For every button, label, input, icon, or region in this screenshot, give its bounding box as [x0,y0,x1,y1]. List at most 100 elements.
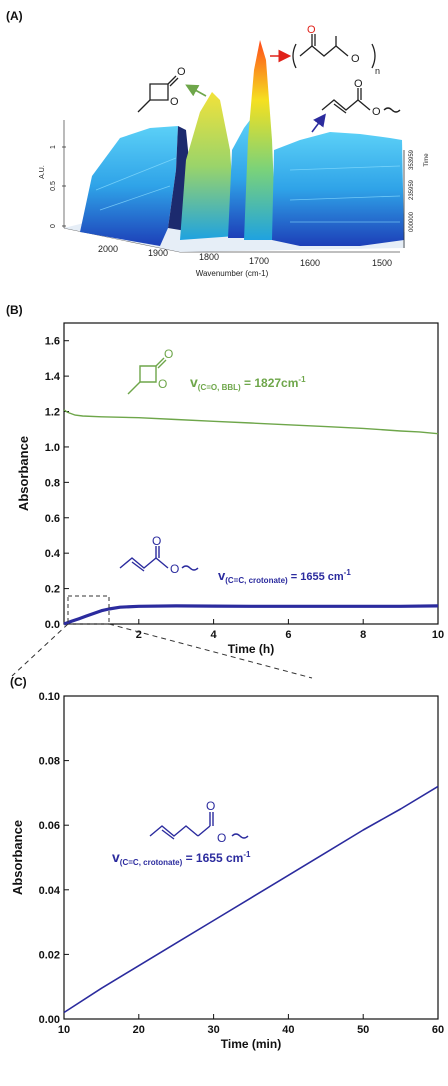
y-axis-label: Absorbance [16,436,31,511]
y-tick-label: 0.8 [45,477,60,489]
arrow-to-bbl [185,84,207,97]
z-axis-label: A.U. [39,165,46,179]
series-line [63,785,439,1014]
time-axis: 000000 235959 353959 Time [403,149,430,248]
z-tick-label: 1 [50,145,57,149]
zoom-line-left [11,623,69,677]
y-tick-label: 1.6 [45,336,60,348]
polymer-carbonyl-o: O [307,24,316,36]
panel-c-label: (C) [10,675,27,689]
y-tick-label: 1.0 [45,442,60,454]
bbl-annotation: v(C=O, BBL) = 1827cm-1 [190,374,306,392]
crotonate-annotation-b: v(C=C, crotonate) = 1655 cm-1 [218,568,351,585]
arrow-to-crotonate [311,113,326,133]
z-tick-label: 0.5 [50,181,57,191]
crotonate-annotation-c: v(C=C, crotonate) = 1655 cm-1 [112,849,251,867]
chart-c: 0.00 0.02 0.04 0.06 0.08 0.10 10 20 30 40 50 60 Time… [10,691,444,1051]
crotonate-c-prefix: v [112,849,120,865]
x-tick-label: 8 [360,629,366,641]
bbl-ring-o: O [170,96,179,108]
crotonate-b-sub: (C=C, crotonate) [225,576,288,585]
crotonate-b-carbonyl-o: O [152,534,161,548]
bbl-annotation-value: = 1827cm [241,376,299,390]
y-axis-label: Absorbance [10,820,25,895]
wavenumber-tick: 1500 [372,258,392,268]
y-tick-label: 0.4 [45,548,61,560]
z-tick-label: 0 [50,224,57,228]
x-tick-label: 10 [58,1024,70,1036]
bbl-annotation-sub: (C=O, BBL) [198,383,241,392]
x-tick-label: 4 [211,629,218,641]
surface-right-blue [272,132,404,246]
wavenumber-tick: 2000 [98,244,118,254]
crotonate-c-ester-o: O [217,831,226,845]
wavenumber-tick: 1600 [300,258,320,268]
crotonate-molecule-a: O O [321,78,401,118]
time-axis-label: Time [424,153,430,167]
x-tick-label: 30 [207,1024,219,1036]
series-line [63,409,439,435]
y-tick-label: 1.2 [45,407,60,419]
crotonate-c-value: = 1655 cm [182,851,243,865]
panel-b-label: (B) [6,303,23,317]
surface-bbl-peak [180,92,236,240]
x-axis-label: Time (min) [221,1037,281,1051]
chart-b: 0.0 0.2 0.4 0.6 0.8 1.0 1.2 1.4 1.6 2 4 6 8 10 Time (h… [16,322,444,656]
polymer-ester-o: O [351,53,360,65]
y-tick-label: 0.02 [39,949,60,961]
y-tick-label: 0.00 [39,1014,60,1026]
plot-frame [63,695,439,1020]
panel-a-label: (A) [6,9,23,23]
time-tick: 000000 [409,211,415,232]
bbl-molecule-b: O O [127,347,173,395]
plot-frame [63,322,439,625]
polymer-subscript-n: n [375,66,380,76]
bbl-carbonyl-o: O [177,66,186,78]
x-tick-label: 2 [136,629,142,641]
bbl-b-ring-o: O [158,377,167,391]
crotonate-carbonyl-o: O [354,78,363,90]
crotonate-molecule-c: O O [149,799,249,845]
x-tick-label: 60 [432,1024,444,1036]
x-axis-label: Time (h) [228,642,274,656]
bbl-b-carbonyl-o: O [164,347,173,361]
crotonate-c-carbonyl-o: O [206,799,215,813]
y-tick-label: 0.2 [45,584,60,596]
surface-left-blue [80,126,178,246]
x-tick-label: 40 [282,1024,294,1036]
y-tick-label: 0.04 [39,885,61,897]
wavenumber-axis: 2000 1900 1800 1700 1600 1500 Wavenumber… [98,244,392,278]
bbl-annotation-prefix: v [190,374,198,390]
surface-main-peak [244,40,276,240]
crotonate-b-ester-o: O [170,562,179,576]
wavenumber-tick: 1800 [199,252,219,262]
crotonate-b-prefix: v [218,568,226,583]
bbl-annotation-exp: -1 [298,375,306,384]
time-tick: 353959 [409,149,415,170]
zoom-line-right [108,623,313,679]
panel-a-3d-plot: 1 0.5 0 A.U. 2000 1900 1800 1700 1600 15… [39,24,430,278]
x-tick-label: 10 [432,629,444,641]
y-tick-label: 0.6 [45,513,60,525]
z-axis: 1 0.5 0 A.U. [39,145,66,228]
surface-ridge-lines [95,157,401,223]
y-tick-label: 0.0 [45,619,60,631]
y-tick-label: 0.06 [39,820,60,832]
time-tick: 235959 [409,179,415,200]
y-tick-label: 0.08 [39,756,60,768]
x-tick-label: 50 [357,1024,369,1036]
y-tick-label: 0.10 [39,691,60,703]
x-tick-label: 6 [285,629,291,641]
crotonate-ester-o: O [372,106,381,118]
wavenumber-tick: 1700 [249,256,269,266]
wavenumber-tick: 1900 [148,248,168,258]
y-tick-label: 1.4 [45,371,61,383]
wavenumber-axis-label: Wavenumber (cm-1) [196,269,269,278]
series-line [63,604,439,626]
crotonate-b-exp: -1 [344,568,352,577]
x-tick-label: 20 [133,1024,145,1036]
crotonate-c-sub: (C=C, crotonate) [120,858,183,867]
bbl-molecule: O O [137,66,186,113]
